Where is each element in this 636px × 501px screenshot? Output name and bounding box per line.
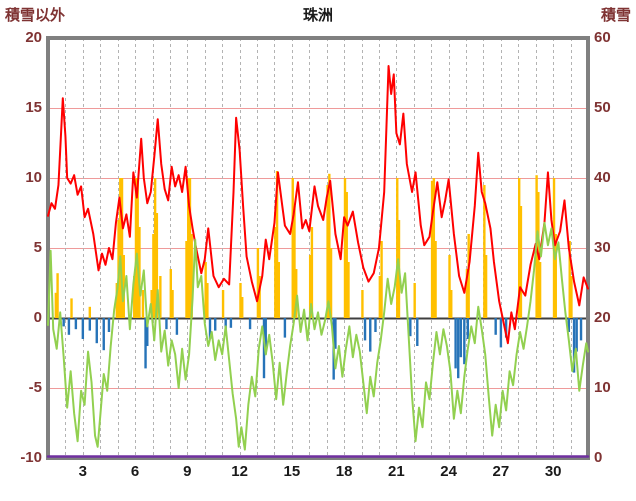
left-axis-tick-label: -10: [20, 449, 42, 466]
x-axis-tick-label: 3: [78, 463, 87, 480]
left-axis-tick-label: -5: [28, 379, 42, 396]
x-axis-tick-label: 15: [283, 463, 301, 480]
chart-title: 珠洲: [302, 7, 333, 24]
x-axis-tick-label: 9: [183, 463, 192, 480]
x-axis-tick-label: 18: [335, 463, 353, 480]
left-axis-tick-label: 0: [33, 309, 42, 326]
left-axis-tick-label: 10: [25, 169, 42, 186]
right-axis-tick-label: 10: [594, 379, 611, 396]
x-axis-tick-label: 6: [130, 463, 140, 480]
right-axis-tick-label: 0: [594, 449, 603, 466]
x-axis-tick-label: 24: [440, 463, 457, 480]
right-axis-tick-label: 20: [594, 309, 611, 326]
right-axis-tick-label: 50: [594, 99, 611, 116]
left-axis-title: 積雪以外: [5, 7, 66, 24]
right-axis-tick-label: 30: [594, 239, 611, 256]
x-axis-tick-label: 30: [544, 463, 562, 480]
right-axis-title: 積雪: [600, 7, 631, 24]
left-axis-tick-label: 15: [25, 99, 42, 116]
right-axis-tick-label: 40: [594, 169, 611, 186]
x-axis-tick-label: 21: [388, 463, 405, 480]
left-axis-tick-label: 20: [25, 29, 42, 46]
x-axis-tick-label: 27: [492, 463, 510, 480]
x-axis-tick-label: 12: [231, 463, 248, 480]
right-axis-tick-label: 60: [594, 29, 611, 46]
left-axis-tick-label: 5: [33, 239, 42, 256]
